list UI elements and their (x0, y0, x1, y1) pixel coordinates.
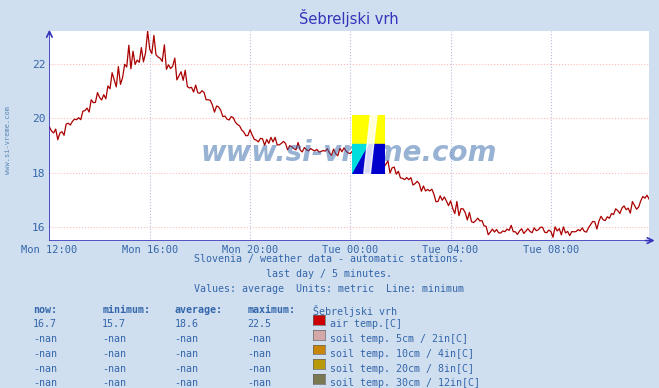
Text: average:: average: (175, 305, 223, 315)
Text: minimum:: minimum: (102, 305, 150, 315)
Text: last day / 5 minutes.: last day / 5 minutes. (266, 269, 393, 279)
Text: -nan: -nan (247, 334, 271, 344)
Text: air temp.[C]: air temp.[C] (330, 319, 401, 329)
Text: -nan: -nan (247, 349, 271, 359)
Text: maximum:: maximum: (247, 305, 295, 315)
Text: 18.6: 18.6 (175, 319, 198, 329)
Text: Šebreljski vrh: Šebreljski vrh (313, 305, 397, 317)
Text: -nan: -nan (247, 364, 271, 374)
Text: 22.5: 22.5 (247, 319, 271, 329)
Text: -nan: -nan (33, 334, 57, 344)
Text: soil temp. 5cm / 2in[C]: soil temp. 5cm / 2in[C] (330, 334, 467, 344)
Text: soil temp. 30cm / 12in[C]: soil temp. 30cm / 12in[C] (330, 378, 480, 388)
Text: -nan: -nan (175, 334, 198, 344)
Text: -nan: -nan (247, 378, 271, 388)
Text: -nan: -nan (33, 378, 57, 388)
Text: Slovenia / weather data - automatic stations.: Slovenia / weather data - automatic stat… (194, 254, 465, 264)
Text: now:: now: (33, 305, 57, 315)
Text: -nan: -nan (102, 349, 126, 359)
Text: -nan: -nan (102, 378, 126, 388)
Text: www.si-vreme.com: www.si-vreme.com (201, 139, 498, 166)
Text: soil temp. 10cm / 4in[C]: soil temp. 10cm / 4in[C] (330, 349, 474, 359)
Text: -nan: -nan (102, 334, 126, 344)
Text: www.si-vreme.com: www.si-vreme.com (5, 106, 11, 174)
Text: -nan: -nan (175, 349, 198, 359)
Text: -nan: -nan (33, 349, 57, 359)
Text: 16.7: 16.7 (33, 319, 57, 329)
Text: -nan: -nan (175, 364, 198, 374)
Text: Values: average  Units: metric  Line: minimum: Values: average Units: metric Line: mini… (194, 284, 465, 294)
Text: -nan: -nan (102, 364, 126, 374)
Text: soil temp. 20cm / 8in[C]: soil temp. 20cm / 8in[C] (330, 364, 474, 374)
Text: -nan: -nan (33, 364, 57, 374)
Text: -nan: -nan (175, 378, 198, 388)
Text: 15.7: 15.7 (102, 319, 126, 329)
Title: Šebreljski vrh: Šebreljski vrh (299, 9, 399, 27)
